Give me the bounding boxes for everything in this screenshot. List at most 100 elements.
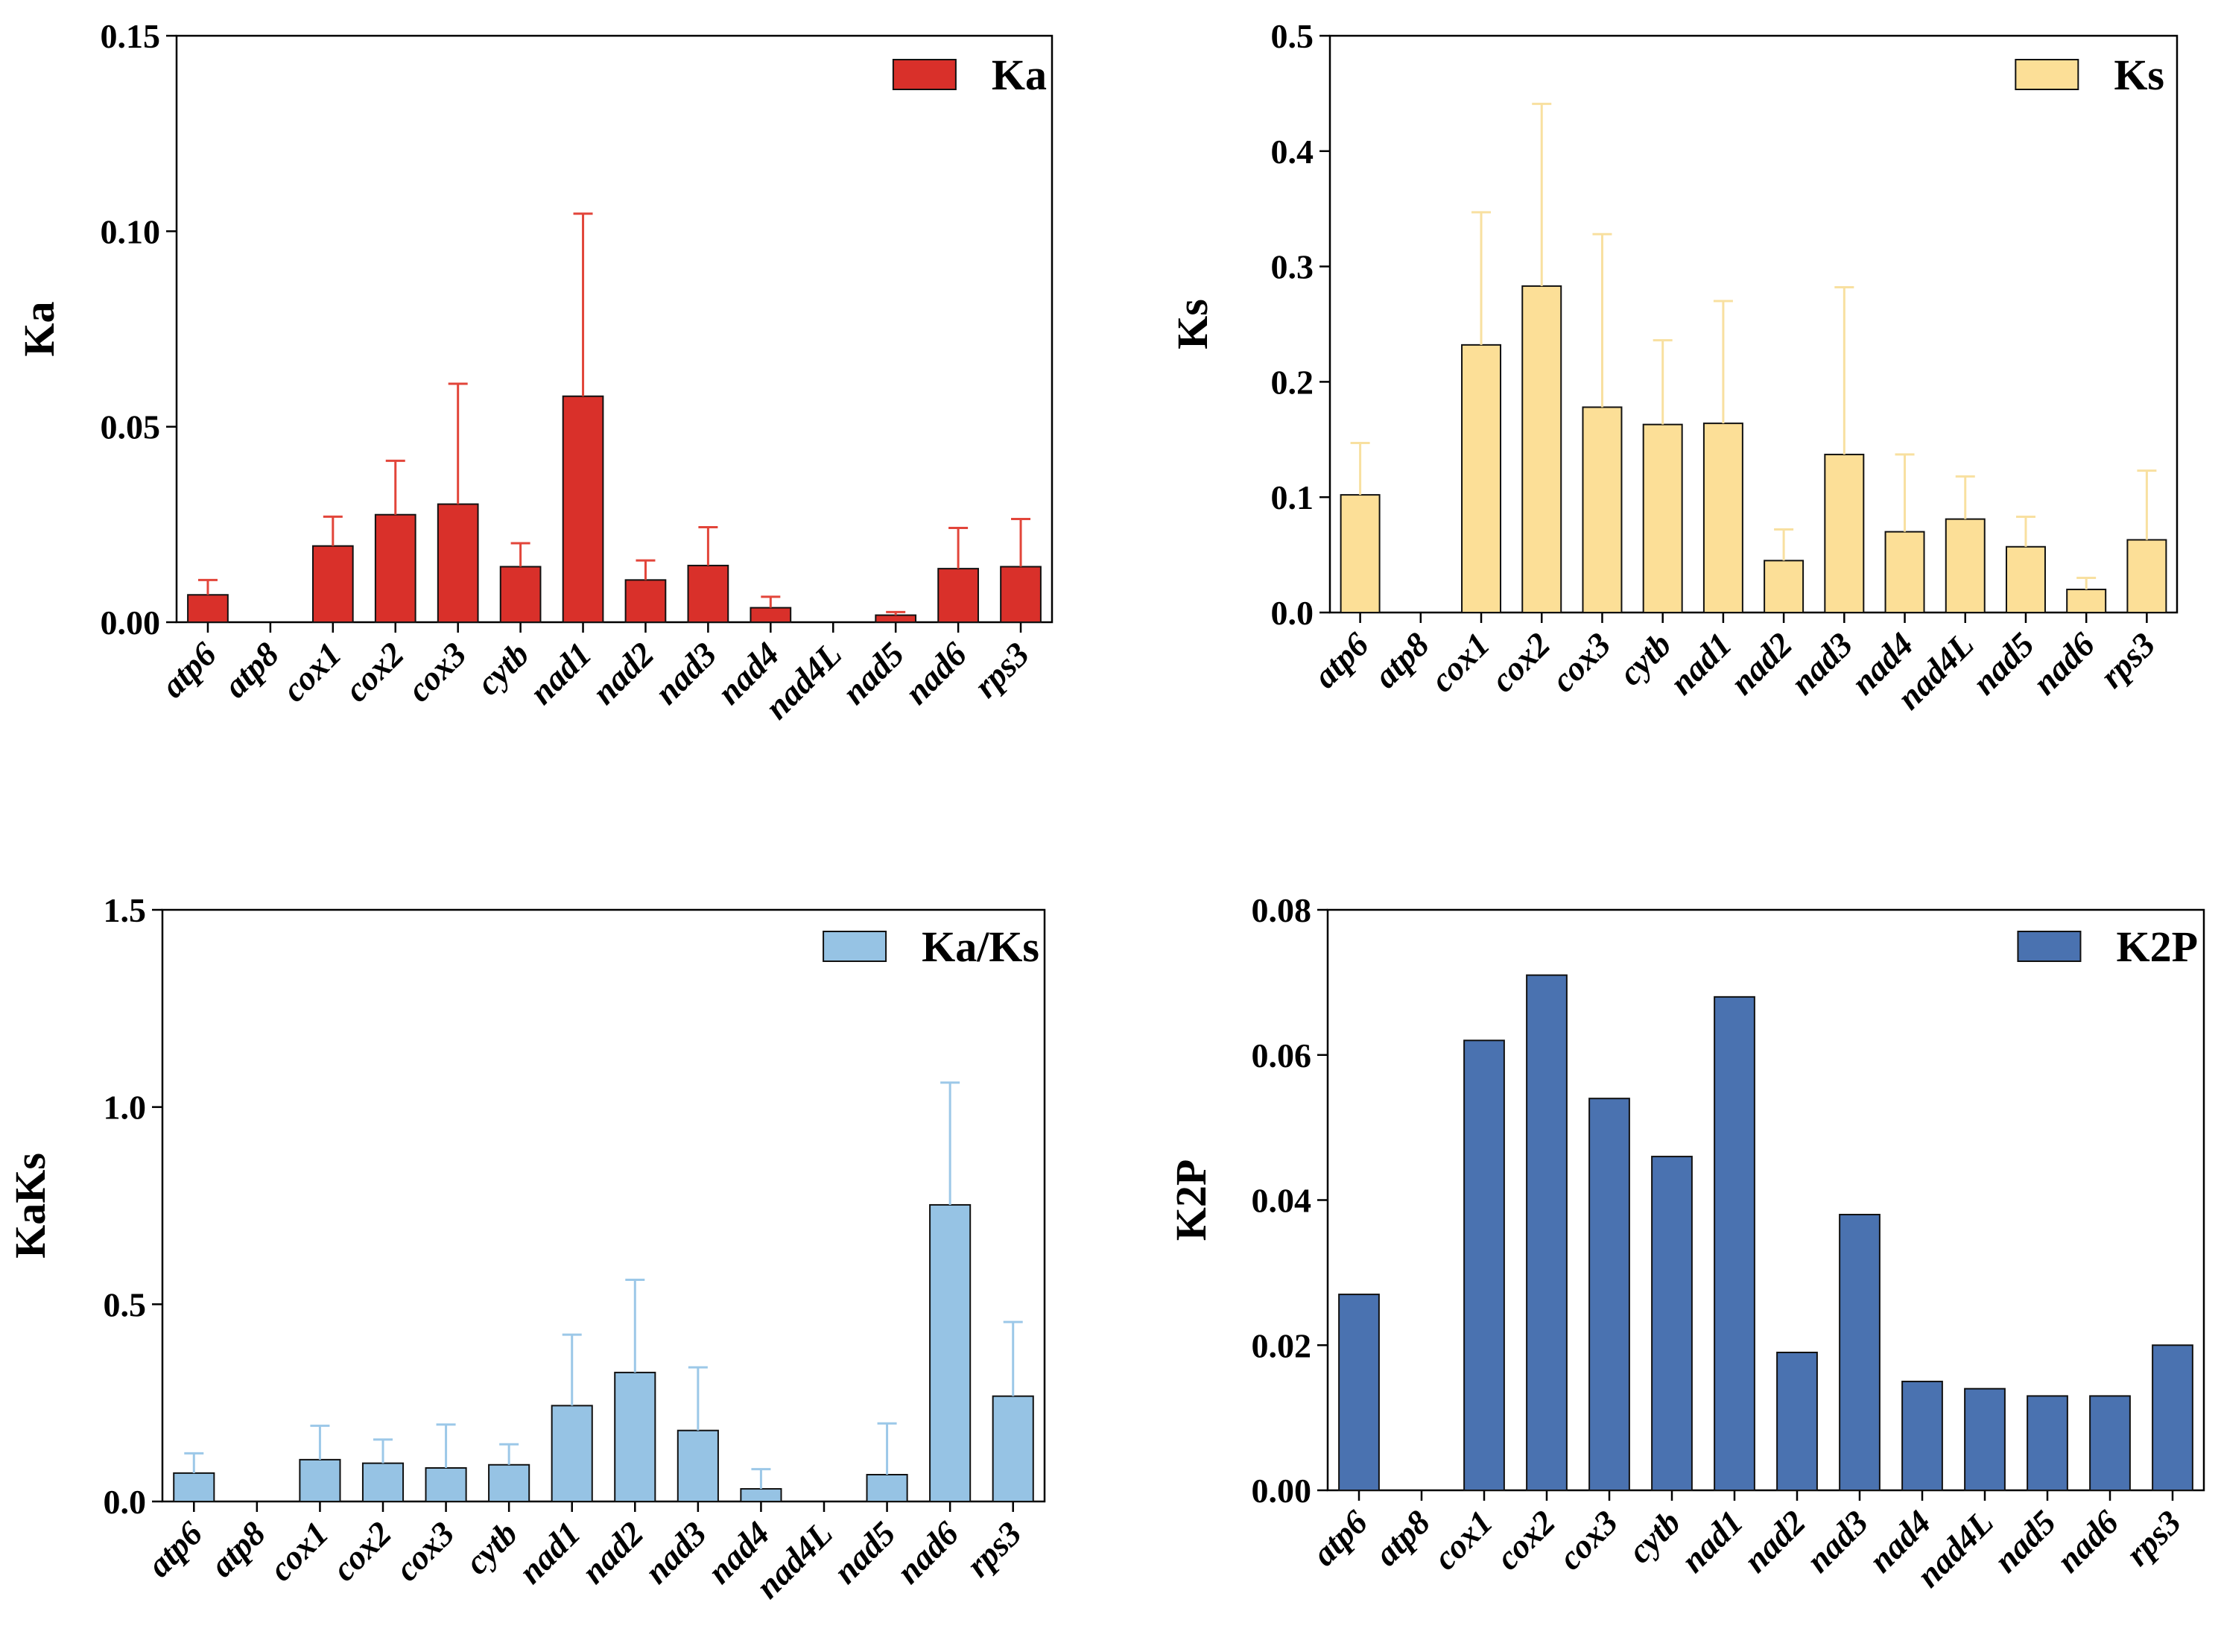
y-tick-label: 0.00 <box>1252 1472 1312 1510</box>
plot-frame <box>175 34 1054 624</box>
bar-nad1 <box>562 395 604 623</box>
y-tick-label: 0.0 <box>104 1483 147 1521</box>
y-axis-title: K2P <box>1167 1159 1215 1241</box>
x-tick-label-nad2: nad2 <box>585 635 662 712</box>
bar-nad3 <box>687 564 729 624</box>
x-tick-label-atp8: atp8 <box>1367 1503 1437 1573</box>
x-tick-label-nad3: nad3 <box>1799 1503 1875 1580</box>
y-tick-label: 0.08 <box>1252 891 1312 929</box>
bar-cox1 <box>311 545 354 623</box>
bar-cox3 <box>1588 1098 1630 1492</box>
bar-nad5 <box>875 614 917 624</box>
x-tick-label-cox1: cox1 <box>262 1514 335 1588</box>
bar-atp6 <box>187 594 229 623</box>
bar-rps3 <box>1000 566 1042 623</box>
x-tick-label-nad6: nad6 <box>2025 625 2102 702</box>
y-tick-label: 0.4 <box>1271 133 1314 171</box>
bar-cox1 <box>1463 1039 1505 1491</box>
bar-cytb <box>1642 423 1683 614</box>
y-tick-label: 0.02 <box>1252 1326 1312 1364</box>
legend-swatch <box>823 931 887 962</box>
y-tick-label: 0.05 <box>101 408 161 446</box>
legend-label: Ks <box>2114 51 2164 99</box>
bar-nad1 <box>1702 423 1743 613</box>
x-tick-label-cox2: cox2 <box>1489 1503 1562 1577</box>
bar-nad3 <box>1824 453 1865 614</box>
bar-nad4L <box>1964 1387 2006 1492</box>
legend: Ka/Ks <box>823 922 1039 971</box>
bar-nad6 <box>2066 589 2107 613</box>
bar-nad5 <box>2005 545 2046 613</box>
x-tick-label-cox1: cox1 <box>275 635 349 709</box>
kaks-chart-panel: 0.0 0.5 1.0 1.5 atp6atp8cox1cox2cox3cytbnad1… <box>6 891 1046 1606</box>
bar-rps3 <box>2126 539 2167 614</box>
bar-nad4 <box>1884 531 1925 614</box>
y-tick-label: 1.5 <box>104 891 147 929</box>
x-tick-label-atp6: atp6 <box>139 1514 209 1584</box>
x-tick-label-nad5: nad5 <box>826 1514 903 1591</box>
bar-nad5 <box>866 1474 908 1503</box>
legend: Ka <box>892 51 1047 99</box>
bar-nad4 <box>1901 1380 1943 1491</box>
x-tick-label-nad6: nad6 <box>2049 1503 2126 1580</box>
legend-label: Ka/Ks <box>922 922 1039 971</box>
x-tick-label-nad3: nad3 <box>637 1514 714 1591</box>
x-tick-label-nad6: nad6 <box>889 1514 966 1591</box>
bar-nad6 <box>937 568 979 623</box>
x-tick-label-atp6: atp6 <box>153 635 224 705</box>
bar-cox2 <box>1526 974 1568 1491</box>
x-tick-label-cox3: cox3 <box>399 635 473 709</box>
bar-atp6 <box>1338 1294 1380 1492</box>
x-tick-label-cytb: cytb <box>1620 1503 1688 1570</box>
x-tick-label-nad5: nad5 <box>834 635 911 712</box>
bar-nad3 <box>1839 1213 1881 1491</box>
x-tick-label-atp8: atp8 <box>1366 625 1436 695</box>
bar-cox2 <box>1521 285 1562 613</box>
bar-cox3 <box>425 1467 467 1503</box>
x-tick-label-cytb: cytb <box>1612 625 1679 692</box>
bar-cox3 <box>1582 406 1623 613</box>
y-tick-label: 0.00 <box>101 604 161 642</box>
bar-cytb <box>1651 1156 1693 1491</box>
ka-chart-panel: 0.00 0.05 0.10 0.15 atp6atp8cox1cox2cox3cytb… <box>15 17 1054 727</box>
x-tick-label-cox1: cox1 <box>1426 1503 1500 1577</box>
legend: Ks <box>2015 51 2164 99</box>
x-tick-label-atp8: atp8 <box>203 1514 273 1584</box>
bar-rps3 <box>2152 1344 2193 1491</box>
x-tick-label-atp6: atp6 <box>1305 1503 1375 1573</box>
bar-rps3 <box>992 1395 1034 1502</box>
bar-nad1 <box>551 1405 593 1502</box>
legend-swatch <box>2015 59 2079 90</box>
x-tick-label-rps3: rps3 <box>959 1514 1029 1584</box>
x-tick-label-nad2: nad2 <box>1723 625 1799 702</box>
x-tick-label-cytb: cytb <box>469 635 536 702</box>
bar-nad6 <box>929 1203 972 1502</box>
bar-nad5 <box>2027 1395 2068 1491</box>
y-axis-title: Ka <box>15 301 63 356</box>
bar-nad6 <box>2089 1395 2131 1491</box>
legend: K2P <box>2017 922 2198 971</box>
x-tick-label-rps3: rps3 <box>966 635 1036 705</box>
x-tick-label-nad2: nad2 <box>574 1514 650 1591</box>
x-tick-label-nad3: nad3 <box>647 635 724 712</box>
bar-cox1 <box>299 1458 341 1502</box>
bar-cox2 <box>361 1462 405 1502</box>
ks-chart-panel: 0.0 0.1 0.2 0.3 0.4 0.5 atp6atp8cox1cox2cox3cy… <box>1168 17 2179 717</box>
k2p-chart-panel: 0.00 0.02 0.04 0.06 0.08 atp6atp8cox1cox2cox3… <box>1167 891 2205 1595</box>
x-tick-label-atp8: atp8 <box>216 635 286 705</box>
x-tick-label-cytb: cytb <box>457 1514 525 1581</box>
x-tick-label-cox2: cox2 <box>325 1514 399 1588</box>
plot-frame <box>1328 34 2179 614</box>
y-tick-label: 0.10 <box>101 212 161 250</box>
legend-swatch <box>2017 931 2082 962</box>
legend-label: K2P <box>2116 922 2198 971</box>
y-tick-label: 0.2 <box>1271 363 1314 401</box>
x-tick-label-cox2: cox2 <box>1483 625 1557 699</box>
bar-atp6 <box>1340 494 1381 613</box>
y-axis-title: KaKs <box>6 1153 54 1259</box>
y-axis-title: Ks <box>1168 299 1217 349</box>
legend-swatch <box>892 59 957 90</box>
x-tick-label-nad3: nad3 <box>1783 625 1860 702</box>
bar-nad4L <box>1945 518 1986 613</box>
